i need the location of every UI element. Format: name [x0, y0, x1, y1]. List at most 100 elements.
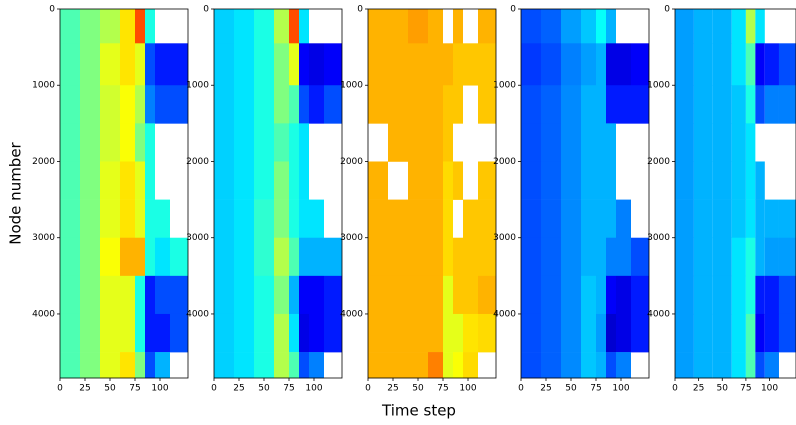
heatmap-cell	[596, 9, 606, 44]
heatmap-cell	[521, 85, 541, 124]
heatmap-cell	[755, 199, 765, 239]
y-tick-label: 3000	[32, 233, 55, 243]
heatmap-cell	[299, 85, 309, 124]
heatmap-cell	[712, 85, 732, 124]
heatmap-cell	[596, 123, 606, 162]
heatmap-cell	[596, 199, 606, 239]
heatmap-cell	[120, 123, 135, 162]
heatmap-cell	[631, 85, 649, 124]
heatmap-cell	[135, 161, 145, 200]
heatmap-cell	[254, 85, 274, 124]
heatmap-cell	[60, 161, 80, 200]
heatmap-cell	[289, 85, 299, 124]
heatmap-cell	[596, 43, 606, 86]
heatmap-cell	[254, 313, 274, 353]
heatmap-cell	[443, 275, 453, 315]
heatmap-cell	[324, 43, 342, 86]
x-tick-label: 100	[612, 384, 629, 394]
heatmap-cell	[712, 352, 732, 379]
heatmap-cell	[616, 237, 631, 277]
x-tick-label: 25	[233, 384, 244, 394]
heatmap-cell	[731, 43, 746, 86]
x-tick-label: 75	[283, 384, 294, 394]
plot-frame	[674, 8, 796, 379]
heatmap-cell	[170, 275, 188, 315]
heatmap-cell	[443, 352, 453, 379]
y-tick-label: 4000	[340, 309, 363, 319]
heatmap-cell	[755, 161, 765, 200]
heatmap-cell	[155, 237, 170, 277]
heatmap-cell	[745, 275, 756, 315]
y-tick-label: 1000	[647, 81, 670, 91]
heatmap-cell	[145, 123, 155, 162]
heatmap-cell	[561, 313, 581, 353]
heatmap-cell	[100, 9, 120, 44]
y-tick-label: 0	[49, 5, 55, 15]
heatmap-cell	[388, 85, 408, 124]
heatmap-cell	[745, 123, 756, 162]
heatmap-cell	[561, 161, 581, 200]
heatmap-cell	[324, 313, 342, 353]
heatmap-cell	[80, 313, 100, 353]
heatmap-cell	[745, 85, 756, 124]
heatmap-cell	[254, 352, 274, 379]
heatmap-cell	[155, 352, 170, 379]
heatmap-cell	[170, 85, 188, 124]
heatmap-cell	[60, 43, 80, 86]
heatmap-cell	[478, 85, 496, 124]
heatmap-cell	[289, 313, 299, 353]
heatmap-cell	[80, 352, 100, 379]
heatmap-cell	[463, 199, 478, 239]
heatmap-cell	[755, 313, 765, 353]
heatmap-cell	[443, 85, 453, 124]
heatmap-cell	[521, 199, 541, 239]
heatmap-cell	[388, 43, 408, 86]
heatmap-cell	[100, 237, 120, 277]
heatmap-cell	[631, 43, 649, 86]
heatmap-cell	[463, 43, 478, 86]
heatmap-cell	[541, 275, 561, 315]
heatmap-cell	[581, 9, 596, 44]
heatmap-cell	[388, 313, 408, 353]
heatmap-cell	[606, 237, 616, 277]
y-tick-label: 4000	[647, 309, 670, 319]
heatmap-cell	[478, 275, 496, 315]
heatmap-cell	[408, 237, 428, 277]
heatmap-cell	[745, 352, 756, 379]
heatmap-cell	[631, 313, 649, 353]
heatmap-cell	[309, 352, 324, 379]
heatmap-cell	[324, 85, 342, 124]
heatmap-cell	[596, 237, 606, 277]
heatmap-cell	[675, 352, 694, 379]
heatmap-cell	[309, 237, 324, 277]
heatmap-cell	[100, 161, 120, 200]
heatmap-cell	[731, 275, 746, 315]
heatmap-cell	[606, 85, 616, 124]
heatmap-cell	[60, 313, 80, 353]
heatmap-cell	[581, 199, 596, 239]
y-tick-label: 1000	[493, 81, 516, 91]
heatmap-cell	[100, 123, 120, 162]
heatmap-cell	[309, 85, 324, 124]
heatmap-cell	[254, 123, 274, 162]
heatmap-cell	[388, 9, 408, 44]
heatmap-cell	[478, 43, 496, 86]
heatmap-cell	[712, 43, 732, 86]
heatmap-cell	[581, 237, 596, 277]
heatmap-cell	[100, 85, 120, 124]
heatmap-cell	[299, 9, 309, 44]
x-tick-label: 75	[129, 384, 140, 394]
heatmap-cell	[606, 161, 616, 200]
heatmap-cell	[309, 199, 324, 239]
heatmap-cell	[289, 43, 299, 86]
heatmap-cell	[254, 161, 274, 200]
heatmap-cell	[561, 237, 581, 277]
heatmap-cell	[443, 313, 453, 353]
heatmap-cell	[408, 161, 428, 200]
heatmap-cell	[145, 43, 155, 86]
heatmap-cell	[145, 352, 155, 379]
heatmap-cell	[616, 85, 631, 124]
heatmap-cell	[478, 161, 496, 200]
heatmap-cell	[453, 161, 463, 200]
